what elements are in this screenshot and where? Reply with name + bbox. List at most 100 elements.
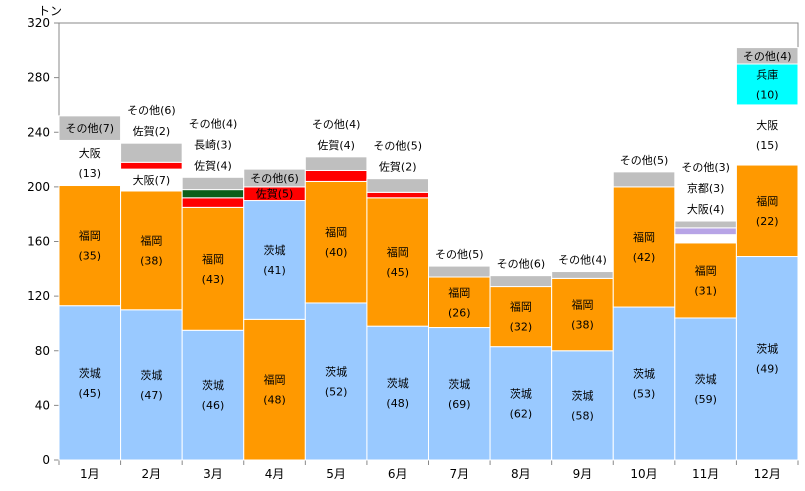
segment-label: (45) [386, 266, 409, 279]
y-tick-label: 200 [27, 180, 50, 194]
bar-segment [304, 180, 368, 304]
x-tick-label: 3月 [203, 467, 223, 481]
segment-label: 茨城 [510, 386, 532, 400]
bar-segment [243, 200, 306, 320]
bar-segment [304, 302, 368, 461]
bars-layer [58, 47, 799, 461]
segment-label: (32) [510, 321, 533, 334]
segment-label: 大阪 [79, 146, 101, 160]
bar-segment [735, 164, 799, 258]
segment-label: (69) [448, 398, 471, 411]
segment-label: (38) [140, 254, 163, 267]
segment-label: (59) [694, 393, 717, 406]
outside-label: 大阪(4) [687, 202, 725, 216]
outside-label: その他(3) [681, 161, 730, 174]
segment-label: 福岡 [756, 194, 778, 208]
bar-segment [181, 206, 245, 331]
segment-label: その他(6) [250, 172, 299, 185]
segment-label: (22) [756, 215, 779, 228]
segment-label: (48) [386, 397, 409, 410]
y-axis-unit-label: トン [38, 4, 62, 18]
outside-label: 佐賀(2) [133, 124, 171, 138]
outside-label: 佐賀(4) [317, 138, 355, 152]
segment-label: 茨城 [79, 366, 101, 380]
axes: 0 40 80 120 160 200 240 280 320 1月 2月 3月 4月 5月 6月 7月 8月 9… [27, 16, 799, 481]
bar-segment [181, 189, 245, 199]
bar-segment [489, 275, 553, 288]
bar-segment [58, 115, 122, 141]
segment-label: (52) [325, 385, 348, 398]
segment-label: (41) [263, 264, 286, 277]
y-tick-label: 280 [27, 71, 50, 85]
segment-label: (26) [448, 306, 471, 319]
bar-segment [366, 178, 429, 193]
x-tick-label: 4月 [265, 467, 285, 481]
segment-label: 福岡 [571, 298, 593, 312]
outside-label: 京都(3) [687, 181, 725, 195]
segment-label: 大阪(7) [133, 173, 171, 187]
segment-label: (10) [756, 88, 779, 101]
segment-label: 茨城 [325, 364, 347, 378]
bar-segment [181, 197, 245, 208]
bar-segment [366, 191, 429, 199]
x-tick-label: 2月 [142, 467, 162, 481]
x-tick-label: 8月 [511, 467, 531, 481]
segment-label: (62) [510, 407, 533, 420]
x-tick-label: 5月 [326, 467, 346, 481]
segment-label: その他(4) [743, 50, 792, 63]
labels-layer: 茨城 (45) 福岡 (35) 大阪 (13) その他(7) 茨城 (47) 福岡 (38) 大阪(7… [65, 50, 791, 423]
segment-label: 兵庫 [756, 67, 778, 81]
y-tick-label: 80 [35, 344, 50, 358]
bar-segment [120, 190, 183, 311]
y-tick-label: 120 [27, 289, 50, 303]
bar-segment [551, 277, 614, 352]
x-tick-label: 6月 [388, 467, 408, 481]
segment-label: (47) [140, 389, 163, 402]
segment-label: 福岡 [325, 225, 347, 239]
x-tick-label: 7月 [449, 467, 469, 481]
outside-label: その他(5) [620, 154, 669, 167]
segment-label: (49) [756, 362, 779, 375]
segment-label: (53) [633, 388, 656, 401]
outside-label: その他(4) [312, 118, 361, 131]
bar-segment [181, 329, 245, 461]
x-tick-label: 9月 [573, 467, 593, 481]
outside-label: その他(6) [497, 258, 546, 271]
x-tick-label: 11月 [692, 467, 719, 481]
segment-label: 福岡 [633, 230, 655, 244]
outside-label: その他(4) [558, 254, 607, 267]
segment-label: 福岡 [448, 285, 470, 299]
segment-label: 佐賀(5) [256, 187, 294, 201]
bar-segment [428, 265, 491, 278]
segment-label: 茨城 [756, 341, 778, 355]
bar-segment [120, 142, 183, 163]
segment-label: (43) [202, 273, 225, 286]
segment-label: 茨城 [264, 243, 286, 257]
segment-label: その他(7) [65, 122, 114, 135]
bar-segment [735, 256, 799, 461]
bar-segment [304, 156, 368, 171]
outside-label: その他(5) [373, 140, 422, 153]
y-tick-label: 0 [42, 453, 50, 467]
segment-label: 福岡 [202, 252, 224, 266]
bar-segment [551, 350, 614, 461]
y-tick-label: 160 [27, 235, 50, 249]
bar-segment [674, 227, 737, 236]
outside-label: その他(5) [435, 248, 484, 261]
segment-label: (15) [756, 139, 779, 152]
segment-label: 福岡 [264, 373, 286, 387]
y-tick-label: 40 [35, 398, 50, 412]
bar-segment [304, 169, 368, 182]
segment-label: 福岡 [695, 263, 717, 277]
segment-label: (45) [78, 387, 101, 400]
bar-segment [612, 186, 676, 308]
bar-segment [612, 306, 676, 461]
bar-segment [735, 47, 799, 65]
x-tick-label: 12月 [754, 467, 781, 481]
segment-label: (40) [325, 246, 348, 259]
segment-label: 茨城 [695, 372, 717, 386]
segment-label: 福岡 [510, 300, 532, 314]
bar-segment [735, 104, 799, 166]
bar-segment [489, 286, 553, 348]
